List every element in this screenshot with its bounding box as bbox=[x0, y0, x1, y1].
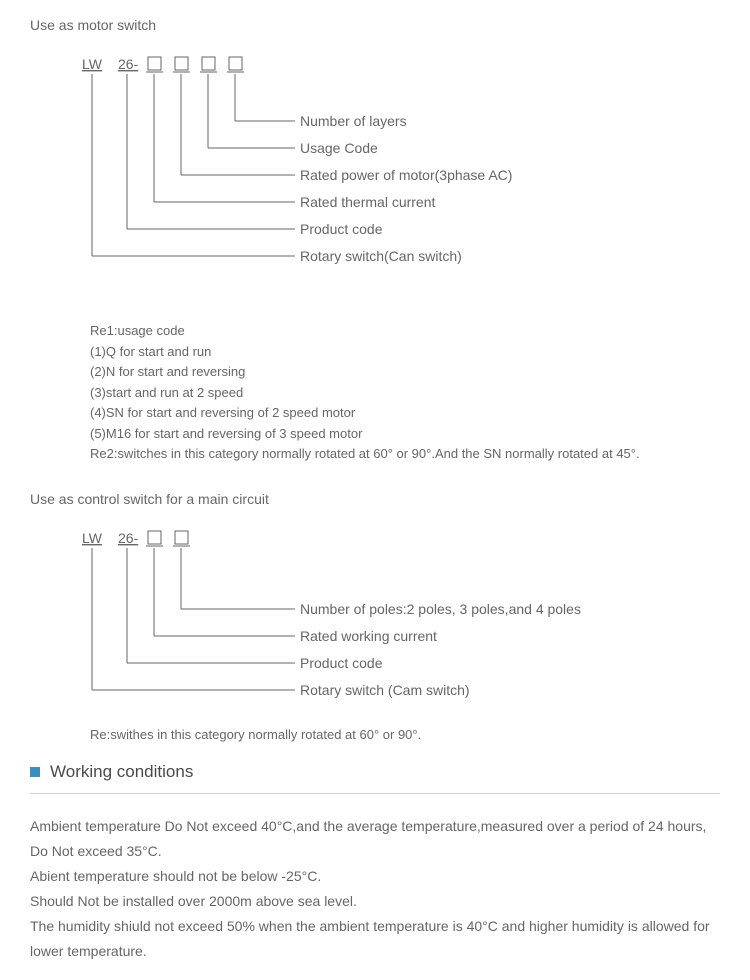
label-rotary: Rotary switch(Can switch) bbox=[300, 248, 462, 264]
cond-line: Should Not be installed over 2000m above… bbox=[30, 893, 357, 909]
label-layers: Number of layers bbox=[300, 113, 407, 129]
section1-notes: Re1:usage code (1)Q for start and run (2… bbox=[90, 321, 720, 464]
box-3 bbox=[202, 57, 215, 70]
note-line: Re:swithes in this category normally rot… bbox=[90, 725, 720, 745]
bullet-icon bbox=[30, 767, 40, 777]
box-2 bbox=[175, 57, 188, 70]
working-conditions-text: Ambient temperature Do Not exceed 40°C,a… bbox=[30, 814, 720, 965]
box-1 bbox=[148, 57, 161, 70]
code-lw-2: LW bbox=[82, 530, 103, 546]
label-power: Rated power of motor(3phase AC) bbox=[300, 167, 512, 183]
label-poles: Number of poles:2 poles, 3 poles,and 4 p… bbox=[300, 601, 581, 617]
diagram-motor-svg: LW 26- Number of layers Usage Code Ra bbox=[30, 56, 590, 306]
note-line: (5)M16 for start and reversing of 3 spee… bbox=[90, 424, 720, 444]
note-line: (3)start and run at 2 speed bbox=[90, 383, 720, 403]
code-lw: LW bbox=[82, 56, 103, 72]
cond-line: lower temperature. bbox=[30, 943, 147, 959]
cond-line: Ambient temperature Do Not exceed 40°C,a… bbox=[30, 818, 706, 834]
label-working-current: Rated working current bbox=[300, 628, 437, 644]
section2-notes: Re:swithes in this category normally rot… bbox=[90, 725, 720, 745]
cond-line: The humidity shiuld not exceed 50% when … bbox=[30, 918, 710, 934]
note-line: (4)SN for start and reversing of 2 speed… bbox=[90, 403, 720, 423]
box-1b bbox=[148, 531, 161, 544]
label-usage: Usage Code bbox=[300, 140, 378, 156]
diagram-control: LW 26- Number of poles:2 poles, 3 poles,… bbox=[30, 530, 720, 710]
note-line: (2)N for start and reversing bbox=[90, 362, 720, 382]
box-4 bbox=[229, 57, 242, 70]
label-thermal: Rated thermal current bbox=[300, 194, 436, 210]
note-line: Re2:switches in this category normally r… bbox=[90, 444, 720, 464]
section2-title: Use as control switch for a main circuit bbox=[30, 489, 720, 510]
cond-line: Abient temperature should not be below -… bbox=[30, 868, 321, 884]
section1-title: Use as motor switch bbox=[30, 15, 720, 36]
label-product: Product code bbox=[300, 221, 383, 237]
diagram-motor: LW 26- Number of layers Usage Code Ra bbox=[30, 56, 720, 306]
label-product-2: Product code bbox=[300, 655, 383, 671]
code-26: 26- bbox=[118, 56, 139, 72]
label-rotary-2: Rotary switch (Cam switch) bbox=[300, 682, 470, 698]
note-line: (1)Q for start and run bbox=[90, 342, 720, 362]
box-2b bbox=[175, 531, 188, 544]
working-title: Working conditions bbox=[50, 759, 193, 785]
diagram-control-svg: LW 26- Number of poles:2 poles, 3 poles,… bbox=[30, 530, 670, 710]
divider bbox=[30, 793, 720, 794]
working-heading-row: Working conditions bbox=[30, 759, 720, 785]
code-26-2: 26- bbox=[118, 530, 139, 546]
note-line: Re1:usage code bbox=[90, 321, 720, 341]
cond-line: Do Not exceed 35°C. bbox=[30, 843, 162, 859]
